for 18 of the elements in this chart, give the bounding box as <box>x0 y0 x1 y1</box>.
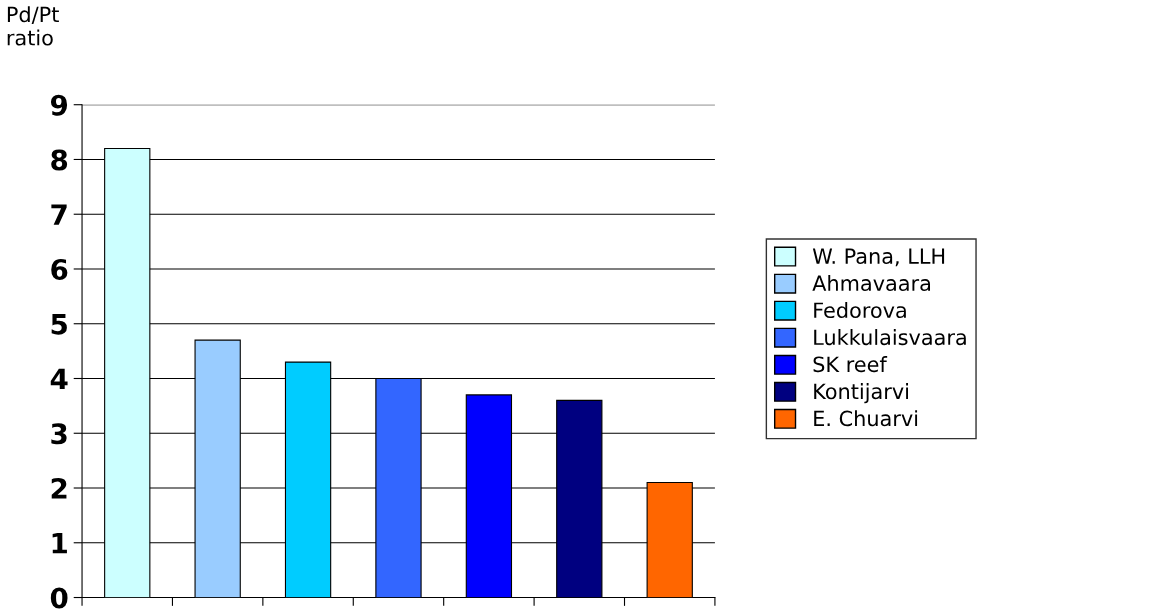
y-tick-label: 8 <box>51 149 68 171</box>
legend-label: W. Pana, LLH <box>812 248 945 267</box>
y-tick-label: 5 <box>51 314 67 335</box>
legend-label: SK reef <box>813 356 888 373</box>
legend-label: Lukkulaisvaara <box>814 329 966 346</box>
y-tick-label: 9 <box>50 94 68 116</box>
y-axis-title: Pd/Pt ratio <box>7 6 59 46</box>
y-tick-label: 2 <box>51 477 67 499</box>
legend-label: E. Chuarvi <box>814 410 918 427</box>
legend-label: Fedorova <box>814 301 906 319</box>
legend-label: Ahmavaara <box>812 274 931 292</box>
legend-label: Kontijarvi <box>814 383 908 404</box>
y-tick-label: 7 <box>51 204 67 225</box>
y-tick-label: 1 <box>52 533 67 554</box>
y-tick-label: 0 <box>50 587 68 609</box>
y-tick-label: 4 <box>50 368 68 390</box>
y-tick-label: 3 <box>51 423 67 445</box>
y-tick-label: 6 <box>51 258 68 280</box>
